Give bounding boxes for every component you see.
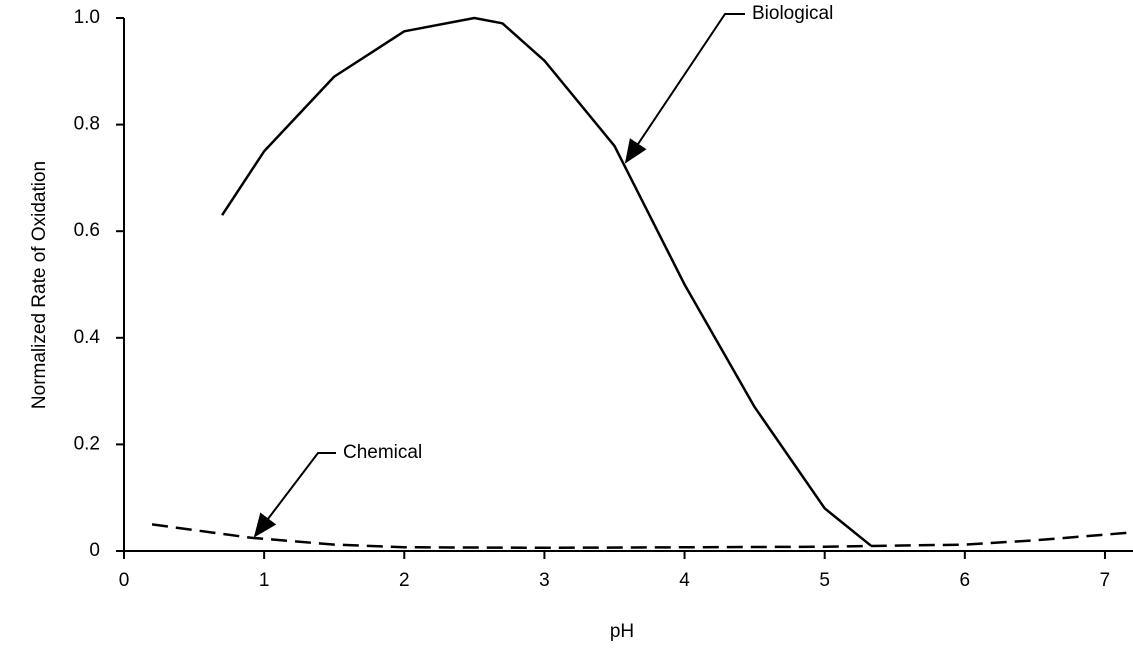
y-tick-label: 0.4 <box>74 327 101 348</box>
x-tick-label: 5 <box>819 570 830 591</box>
x-tick-label: 6 <box>960 570 971 591</box>
x-tick-label: 0 <box>119 570 130 591</box>
x-tick-label: 7 <box>1100 570 1111 591</box>
annotation-arrow <box>624 13 745 164</box>
x-tick-label: 1 <box>259 570 270 591</box>
y-tick-label: 1.0 <box>74 7 100 28</box>
line-series <box>221 16 872 547</box>
x-tick-label: 3 <box>539 570 550 591</box>
series-label: Chemical <box>343 442 422 463</box>
y-tick-label: 0.6 <box>74 220 100 241</box>
y-tick-label: 0.2 <box>74 433 100 454</box>
y-axis-label: Normalized Rate of Oxidation <box>29 161 50 409</box>
x-tick-label: 4 <box>679 570 690 591</box>
line-series <box>151 523 1133 550</box>
x-axis-label: pH <box>610 621 634 642</box>
annotation-arrow <box>253 452 336 538</box>
x-tick-label: 2 <box>399 570 410 591</box>
y-tick-label: 0.8 <box>74 114 100 135</box>
series-label: Biological <box>752 3 833 24</box>
y-tick-label: 0 <box>89 540 100 561</box>
